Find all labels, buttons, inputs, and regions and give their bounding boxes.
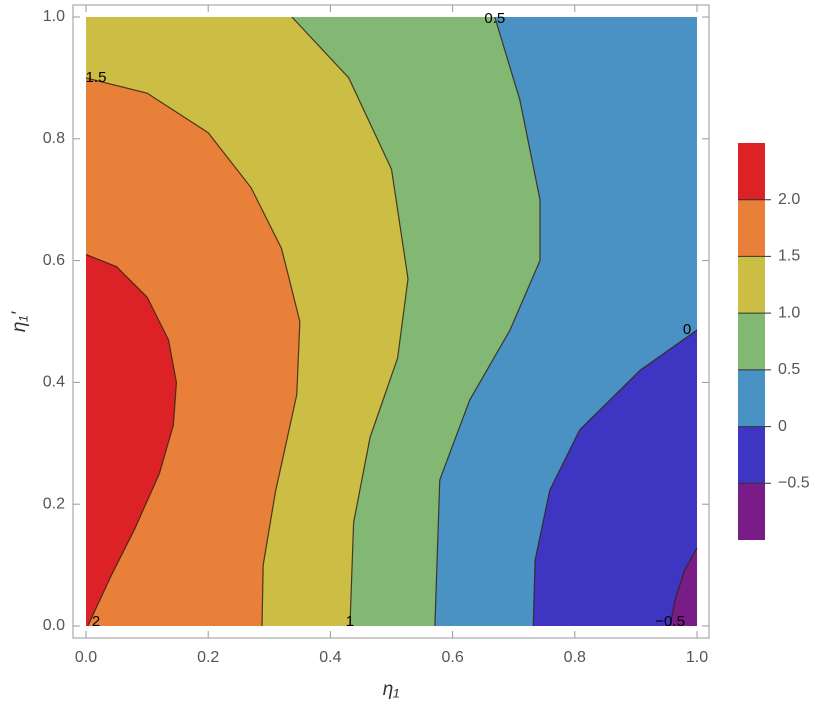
- contour-line: [85, 77, 301, 627]
- y-tick-label: 0.2: [43, 495, 65, 512]
- contour-label: 0: [683, 321, 691, 338]
- colorbar-band: [738, 256, 765, 314]
- contour-region: [86, 254, 177, 626]
- contour-line: [532, 329, 698, 627]
- colorbar-band: [738, 143, 765, 200]
- colorbar-band: [738, 426, 765, 484]
- x-tick-label: 0.4: [319, 649, 341, 666]
- x-tick-label: 0.2: [197, 649, 219, 666]
- y-tick-label: 0.8: [43, 130, 65, 147]
- colorbar-band: [738, 313, 765, 370]
- colorbar-band: [738, 369, 765, 427]
- x-axis-label: η₁: [383, 679, 400, 700]
- contour-label: 2: [92, 613, 100, 630]
- colorbar-tick-label: −0.5: [778, 475, 810, 492]
- contour-label: −0.5: [655, 613, 685, 630]
- colorbar-tick-label: 0: [778, 418, 787, 435]
- colorbar-tick-label: 2.0: [778, 191, 800, 208]
- x-tick-label: 0.0: [75, 649, 97, 666]
- contour-label: 1: [346, 613, 354, 630]
- contour-line: [434, 16, 541, 627]
- colorbar-tick-label: 1.5: [778, 248, 800, 265]
- colorbar-band: [738, 483, 765, 540]
- y-tick-label: 1.0: [43, 8, 65, 25]
- colorbar-tick-label: 0.5: [778, 361, 800, 378]
- contour-label: 1.5: [86, 69, 107, 86]
- contour-line: [669, 547, 698, 627]
- y-axis-label: η₁': [9, 311, 30, 333]
- colorbar-tick-label: 1.0: [778, 304, 800, 321]
- colorbar-band: [738, 199, 765, 257]
- contour-label: 0.5: [484, 10, 505, 27]
- x-tick-label: 0.6: [441, 649, 463, 666]
- plot-frame: [72, 4, 710, 639]
- contour-line: [291, 16, 409, 627]
- x-tick-label: 0.8: [564, 649, 586, 666]
- y-tick-label: 0.6: [43, 252, 65, 269]
- y-tick-label: 0.0: [43, 617, 65, 634]
- contour-line: [85, 253, 178, 627]
- y-tick-label: 0.4: [43, 374, 65, 391]
- x-tick-label: 1.0: [686, 649, 708, 666]
